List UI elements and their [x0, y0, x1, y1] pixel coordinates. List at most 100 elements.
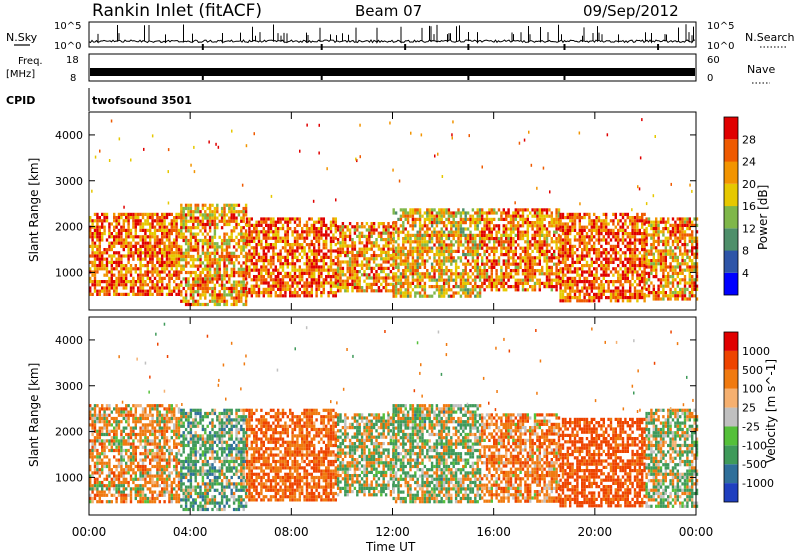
heatmap-cell: [404, 211, 407, 215]
heatmap-cell: [260, 275, 263, 279]
heatmap-cell: [617, 244, 620, 248]
heatmap-cell: [296, 239, 299, 243]
heatmap-cell: [291, 255, 294, 259]
heatmap-cell: [125, 254, 128, 258]
heatmap-cell: [507, 237, 510, 241]
heatmap-cell: [442, 246, 446, 250]
freq-label-line2: [MHz]: [6, 69, 35, 80]
heatmap-cell: [289, 291, 292, 295]
heatmap-cell: [585, 270, 589, 274]
heatmap-cell: [201, 213, 205, 217]
heatmap-cell: [382, 257, 385, 261]
heatmap-cell: [272, 233, 275, 237]
heatmap-cell: [389, 241, 393, 245]
heatmap-cell: [433, 221, 436, 225]
heatmap-cell: [564, 251, 567, 255]
heatmap-cell: [495, 262, 498, 266]
heatmap-cell: [452, 285, 455, 289]
heatmap-cell: [320, 268, 323, 272]
heatmap-cell: [478, 272, 482, 276]
heatmap-cell: [416, 243, 419, 247]
heatmap-cell: [662, 252, 665, 256]
heatmap-cell: [643, 292, 646, 296]
heatmap-cell: [526, 265, 529, 269]
heatmap-cell: [313, 249, 316, 253]
heatmap-cell: [536, 221, 539, 225]
heatmap-cell: [279, 255, 282, 259]
heatmap-cell: [165, 212, 169, 216]
heatmap-cell: [187, 248, 190, 252]
heatmap-cell: [305, 294, 309, 298]
heatmap-cell: [647, 249, 651, 253]
heatmap-cell: [588, 222, 591, 226]
heatmap-cell: [578, 212, 581, 216]
heatmap-cell: [177, 283, 181, 287]
heatmap-cell: [641, 264, 644, 268]
heatmap-cell: [180, 232, 183, 236]
heatmap-cell: [512, 243, 515, 247]
heatmap-cell: [469, 281, 472, 285]
heatmap-cell: [187, 203, 190, 207]
heatmap-cell: [545, 275, 549, 279]
heatmap-cell: [101, 219, 104, 223]
heatmap-cell: [286, 259, 289, 263]
heatmap-cell: [402, 269, 405, 273]
freq-left-tick-top: 18: [66, 55, 79, 66]
heatmap-cell: [566, 212, 569, 216]
heatmap-cell: [257, 255, 261, 259]
heatmap-cell: [406, 281, 410, 285]
heatmap-cell: [339, 266, 342, 270]
heatmap-cell: [629, 260, 632, 264]
heatmap-cell: [175, 251, 178, 255]
heatmap-cell: [647, 259, 651, 263]
heatmap-cell: [158, 257, 161, 261]
heatmap-cell: [296, 223, 299, 227]
heatmap-cell: [576, 257, 579, 261]
heatmap-cell: [332, 249, 335, 253]
heatmap-cell: [483, 211, 486, 215]
heatmap-cell: [141, 273, 145, 277]
heatmap-cell: [245, 271, 249, 275]
heatmap-cell: [351, 257, 354, 261]
heatmap-cell: [643, 244, 646, 248]
heatmap-cell: [559, 296, 562, 300]
heatmap-cell: [438, 217, 441, 221]
heatmap-cell: [170, 257, 173, 261]
heatmap-cell: [469, 275, 472, 279]
heatmap-cell: [557, 211, 561, 215]
heatmap-cell: [529, 265, 532, 269]
heatmap-cell: [177, 254, 181, 258]
heatmap-cell: [583, 270, 586, 274]
heatmap-cell: [141, 212, 145, 216]
heatmap-cell: [483, 272, 486, 276]
heatmap-cell: [691, 281, 694, 285]
heatmap-cell: [600, 219, 603, 223]
heatmap-cell: [286, 284, 289, 288]
heatmap-cell: [435, 253, 439, 257]
nsky-left-tick-bottom: 10^0: [54, 41, 81, 52]
heatmap-cell: [561, 273, 565, 277]
heatmap-cell: [244, 210, 248, 214]
heatmap-cell: [450, 214, 453, 218]
heatmap-cell: [134, 264, 137, 268]
heatmap-cell: [566, 286, 569, 290]
heatmap-cell: [588, 254, 591, 258]
heatmap-cell: [250, 291, 253, 295]
heatmap-cell: [681, 278, 684, 282]
heatmap-cell: [175, 286, 178, 290]
heatmap-cell: [206, 251, 209, 255]
heatmap-cell: [545, 237, 549, 241]
heatmap-cell: [485, 217, 489, 221]
heatmap-cell: [173, 225, 176, 229]
heatmap-cell: [189, 229, 193, 233]
heatmap-cell: [536, 217, 539, 221]
heatmap-cell: [435, 288, 439, 292]
heatmap-cell: [336, 276, 340, 280]
heatmap-cell: [225, 286, 229, 291]
heatmap-cell: [614, 289, 617, 293]
heatmap-cell: [471, 246, 475, 250]
heatmap-cell: [223, 296, 226, 300]
heatmap-cell: [471, 237, 475, 241]
heatmap-cell: [409, 269, 412, 273]
heatmap-cell: [569, 283, 572, 287]
